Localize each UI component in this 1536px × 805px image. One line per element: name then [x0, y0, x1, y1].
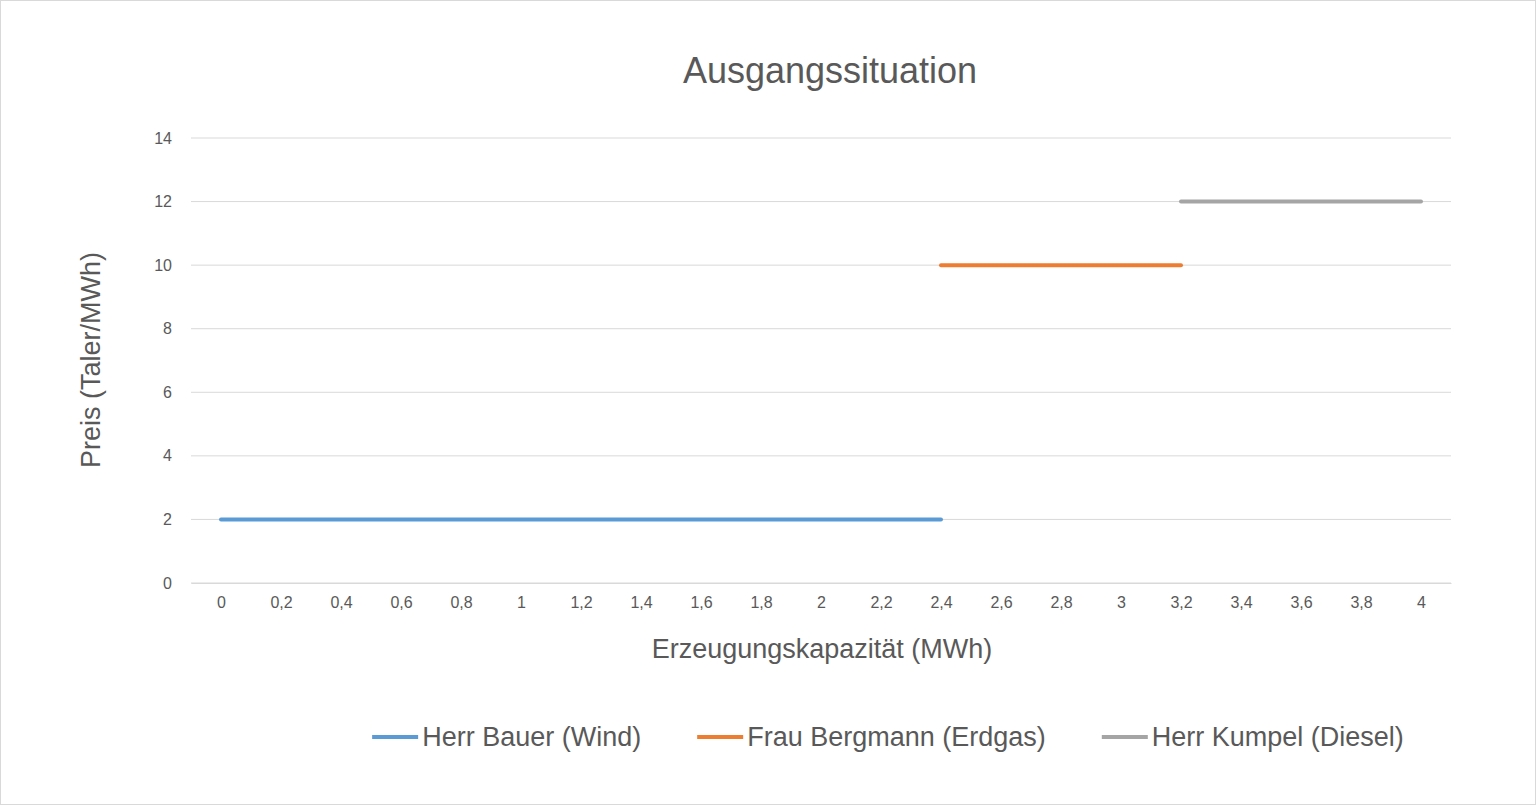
x-tick: 2	[817, 583, 826, 611]
x-tick-label: 3,6	[1290, 594, 1312, 611]
y-tick-label: 2	[163, 511, 172, 528]
legend-swatch	[1102, 735, 1148, 739]
x-tick: 2,6	[990, 583, 1012, 611]
legend-swatch	[372, 735, 418, 739]
x-tick-label: 0,2	[270, 594, 292, 611]
x-tick-label: 1,6	[690, 594, 712, 611]
x-tick-label: 1	[517, 594, 526, 611]
series-line	[1181, 200, 1421, 204]
grid-line	[191, 265, 1451, 266]
x-tick: 1,4	[630, 583, 652, 611]
x-tick-label: 0,6	[390, 594, 412, 611]
y-axis-title: Preis (Taler/MWh)	[76, 252, 106, 468]
x-tick-label: 2,2	[870, 594, 892, 611]
x-tick: 0,2	[270, 583, 292, 611]
x-tick-label: 2,4	[930, 594, 952, 611]
legend-label: Herr Bauer (Wind)	[422, 722, 641, 752]
x-tick: 0	[217, 583, 226, 611]
x-tick: 3	[1117, 583, 1126, 611]
y-tick-label: 10	[154, 257, 172, 274]
x-axis-line	[192, 583, 1452, 584]
y-tick-label: 6	[163, 384, 172, 401]
x-axis-title: Erzeugungskapazität (MWh)	[652, 634, 993, 664]
x-axis: 0 0,2 0,4 0,6 0,8 1 1,2 1,4 1,6 1,8 2 2,2 2,4 2,6 2,8 3…	[192, 583, 1452, 611]
x-tick: 2,4	[930, 583, 952, 611]
legend-label: Frau Bergmann (Erdgas)	[747, 722, 1046, 752]
y-tick: 0	[163, 575, 191, 592]
x-tick-label: 0,8	[450, 594, 472, 611]
y-tick: 4	[163, 447, 191, 464]
x-tick-label: 1,8	[750, 594, 772, 611]
grid-line	[191, 328, 1451, 329]
y-tick-label: 12	[154, 193, 172, 210]
x-tick: 1,8	[750, 583, 772, 611]
x-tick: 0,8	[450, 583, 472, 611]
x-tick: 1,2	[570, 583, 592, 611]
y-tick-label: 4	[163, 447, 172, 464]
x-tick-label: 3	[1117, 594, 1126, 611]
series-line	[941, 263, 1181, 267]
y-tick-label: 8	[163, 320, 172, 337]
y-tick: 8	[163, 320, 191, 337]
grid-line	[191, 201, 1451, 202]
x-tick-label: 1,2	[570, 594, 592, 611]
x-tick-label: 2	[817, 594, 826, 611]
y-tick: 6	[163, 384, 191, 401]
grid	[191, 138, 1451, 583]
x-tick: 2,2	[870, 583, 892, 611]
x-tick-label: 1,4	[630, 594, 652, 611]
legend-item: Frau Bergmann (Erdgas)	[697, 722, 1046, 752]
y-tick: 12	[154, 193, 191, 210]
series-line	[221, 517, 941, 521]
x-tick: 2,8	[1050, 583, 1072, 611]
x-tick: 3,8	[1350, 583, 1372, 611]
y-axis-line	[191, 139, 192, 584]
x-tick-label: 4	[1417, 594, 1426, 611]
grid-line	[191, 392, 1451, 393]
x-tick-label: 2,8	[1050, 594, 1072, 611]
y-axis: 0 2 4 6 8 10 12 14	[154, 130, 191, 592]
x-tick-label: 3,8	[1350, 594, 1372, 611]
x-tick: 3,4	[1230, 583, 1252, 611]
x-tick: 0,6	[390, 583, 412, 611]
x-tick-label: 3,2	[1170, 594, 1192, 611]
legend-swatch	[697, 735, 743, 739]
y-tick: 10	[154, 257, 191, 274]
legend-item: Herr Bauer (Wind)	[372, 722, 641, 752]
plot-area	[221, 202, 1421, 520]
x-tick-label: 3,4	[1230, 594, 1252, 611]
x-tick: 3,2	[1170, 583, 1192, 611]
grid-line	[191, 138, 1451, 139]
x-tick-label: 0,4	[330, 594, 352, 611]
legend-item: Herr Kumpel (Diesel)	[1102, 722, 1404, 752]
x-tick: 0,4	[330, 583, 352, 611]
legend-label: Herr Kumpel (Diesel)	[1152, 722, 1404, 752]
x-tick: 4	[1417, 583, 1426, 611]
grid-line	[191, 583, 1451, 584]
title: Ausgangssituation	[683, 50, 977, 91]
x-tick-label: 0	[217, 594, 226, 611]
grid-line	[191, 519, 1451, 520]
x-tick: 1,6	[690, 583, 712, 611]
x-tick: 3,6	[1290, 583, 1312, 611]
y-tick: 2	[163, 511, 191, 528]
x-tick: 1	[517, 583, 526, 611]
background	[1, 1, 1536, 805]
legend: Herr Bauer (Wind) Frau Bergmann (Erdgas) H…	[372, 722, 1404, 752]
grid-line	[191, 455, 1451, 456]
y-tick: 14	[154, 130, 191, 147]
chart: Ausgangssituation0246810121400,20,40,60,…	[0, 0, 1536, 805]
y-tick-label: 14	[154, 130, 172, 147]
y-tick-label: 0	[163, 575, 172, 592]
x-tick-label: 2,6	[990, 594, 1012, 611]
